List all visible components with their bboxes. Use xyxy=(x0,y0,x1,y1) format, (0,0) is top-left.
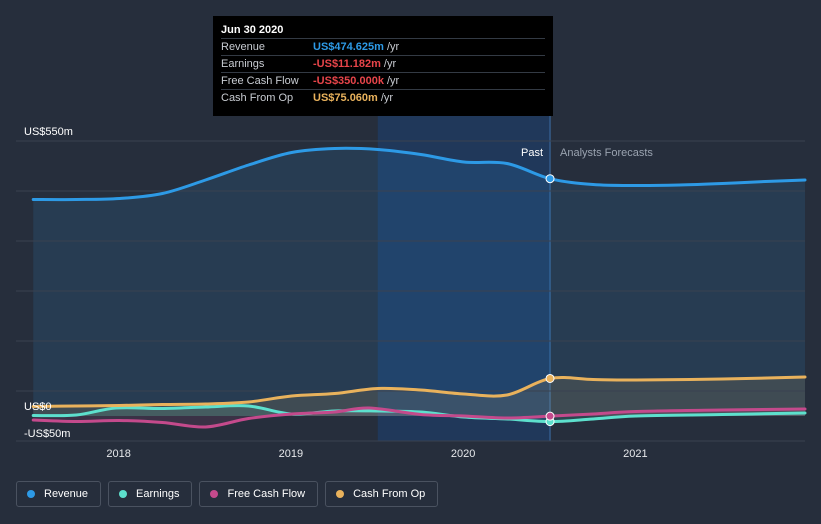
x-tick-label: 2019 xyxy=(278,448,304,460)
revenue-dot-icon xyxy=(27,490,35,498)
tooltip-unit: /yr xyxy=(386,41,400,53)
tooltip-value: US$474.625m xyxy=(313,41,384,53)
tooltip-label: Revenue xyxy=(221,41,266,53)
tooltip-row-revenue: Revenue US$474.625m /yr xyxy=(221,38,545,55)
legend-item-free-cash-flow[interactable]: Free Cash Flow xyxy=(199,481,319,507)
legend-label: Free Cash Flow xyxy=(227,488,306,500)
legend-item-cash-from-op[interactable]: Cash From Op xyxy=(325,481,439,507)
revenue-line xyxy=(31,146,807,202)
cash-from-op-dot-icon xyxy=(336,490,345,498)
legend-item-revenue[interactable]: Revenue xyxy=(16,481,102,507)
free-cash-flow-point xyxy=(545,411,555,421)
tooltip-label: Cash From Op xyxy=(221,92,294,104)
legend-label: Cash From Op xyxy=(353,488,426,500)
earnings-dot-icon xyxy=(119,490,128,498)
past-label: Past xyxy=(521,147,544,159)
x-tick-label: 2020 xyxy=(450,448,476,460)
legend-item-earnings[interactable]: Earnings xyxy=(108,481,193,507)
free-cash-flow-dot-icon xyxy=(210,490,219,498)
tooltip: Jun 30 2020 Revenue US$474.625m /yr Earn… xyxy=(213,16,553,116)
cash-from-op-line xyxy=(31,375,807,408)
x-tick-label: 2018 xyxy=(106,448,131,460)
legend-label: Revenue xyxy=(44,488,89,500)
cash-from-op-point xyxy=(545,373,555,383)
tooltip-unit: /yr xyxy=(386,75,400,87)
legend-label: Earnings xyxy=(136,488,180,500)
revenue-area xyxy=(33,148,806,417)
tooltip-label: Earnings xyxy=(221,58,265,70)
y-tick-label: US$550m xyxy=(24,126,73,138)
tooltip-row-earnings: Earnings -US$11.182m /yr xyxy=(221,55,545,72)
tooltip-unit: /yr xyxy=(380,92,394,104)
x-tick-label: 2021 xyxy=(623,448,648,460)
tooltip-unit: /yr xyxy=(383,58,397,70)
earnings-line xyxy=(31,404,807,424)
y-tick-label: US$0 xyxy=(24,401,52,413)
revenue-point xyxy=(545,174,555,184)
tooltip-value: -US$350.000k xyxy=(313,75,384,87)
tooltip-row-free-cash-flow: Free Cash Flow -US$350.000k /yr xyxy=(221,72,545,89)
y-tick-label: -US$50m xyxy=(24,428,71,440)
tooltip-label: Free Cash Flow xyxy=(221,75,299,87)
tooltip-value: -US$11.182m xyxy=(313,58,381,70)
legend: Revenue Earnings Free Cash Flow Cash Fro… xyxy=(16,481,439,507)
forecast-label: Analysts Forecasts xyxy=(560,147,653,159)
tooltip-row-cash-from-op: Cash From Op US$75.060m /yr xyxy=(221,89,545,106)
tooltip-date: Jun 30 2020 xyxy=(221,24,284,36)
tooltip-value: US$75.060m xyxy=(313,92,378,104)
free-cash-flow-line xyxy=(31,406,807,429)
